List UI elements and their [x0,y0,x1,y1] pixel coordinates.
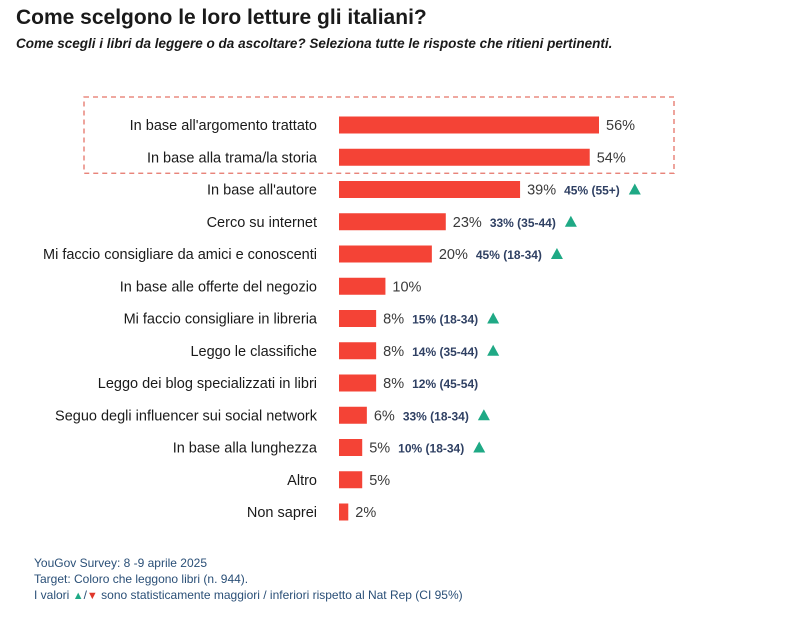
category-label: Mi faccio consigliare in libreria [124,312,318,328]
up-triangle-icon [628,183,641,195]
footer-target: Target: Coloro che leggono libri (n. 944… [34,572,249,586]
bar [339,342,377,360]
value-label: 5% [369,473,390,489]
bar [339,277,386,295]
subgroup-label: 33% (35-44) [490,216,556,230]
category-label: Leggo dei blog specializzati in libri [98,376,317,392]
footer-legend-prefix: I valori [34,588,70,602]
category-label: In base alla trama/la storia [147,150,318,166]
up-triangle-icon [564,215,577,227]
bar-chart: In base all'argomento trattato 56% In base… [43,96,675,521]
category-label: Altro [287,473,317,489]
category-label: In base all'autore [207,183,317,199]
bar [339,471,363,489]
value-label: 6% [374,408,395,424]
bar [339,310,377,327]
category-label: Leggo le classifiche [190,344,317,360]
subgroup-label: 15% (18-34) [412,313,478,327]
up-triangle-icon [473,441,486,453]
value-label: 5% [369,441,390,457]
down-triangle-icon: ▼ [86,590,98,602]
bar [339,374,377,392]
chart-subtitle: Come scegli i libri da leggere o da asco… [16,36,613,51]
value-label: 2% [355,505,376,521]
up-triangle-icon [487,344,500,356]
category-label: In base all'argomento trattato [130,118,317,134]
footer-legend: I valori ▲/▼ sono statisticamente maggio… [34,587,463,604]
category-label: In base alle offerte del negozio [120,279,317,295]
value-label: 8% [383,344,404,360]
value-label: 10% [392,279,421,295]
bar [339,116,599,134]
value-label: 54% [597,150,626,166]
bar [339,181,521,198]
bar [339,245,432,263]
value-label: 8% [383,376,404,392]
footer-legend-separator: / [83,588,87,602]
subgroup-label: 33% (18-34) [403,409,469,423]
bar [339,406,367,424]
value-label: 56% [606,118,635,134]
category-label: Non saprei [247,505,317,521]
bar [339,439,363,456]
bar [339,148,590,166]
up-triangle-icon: ▲ [72,590,84,602]
category-label: Cerco su internet [207,215,317,231]
subgroup-label: 14% (35-44) [412,345,478,359]
value-label: 23% [453,215,482,231]
category-label: Mi faccio consigliare da amici e conosce… [43,247,317,263]
subgroup-label: 45% (55+) [564,184,620,198]
subgroup-label: 12% (45-54) [412,377,478,391]
footer-notes: YouGov Survey: 8 -9 aprile 2025 Target: … [34,555,463,604]
bar [339,503,349,521]
footer-legend-suffix: sono statisticamente maggiori / inferior… [101,588,463,602]
category-label: In base alla lunghezza [173,441,318,457]
footer-survey-date: YouGov Survey: 8 -9 aprile 2025 [34,556,207,570]
up-triangle-icon [550,248,563,259]
subgroup-label: 45% (18-34) [476,248,542,262]
up-triangle-icon [477,409,490,421]
chart-title: Come scelgono le loro letture gli italia… [16,6,427,29]
category-label: Seguo degli influencer sui social networ… [55,408,318,424]
value-label: 20% [439,247,468,263]
bar [339,213,446,231]
subgroup-label: 10% (18-34) [398,442,464,456]
value-label: 39% [527,183,556,199]
value-label: 8% [383,312,404,328]
up-triangle-icon [487,312,500,324]
